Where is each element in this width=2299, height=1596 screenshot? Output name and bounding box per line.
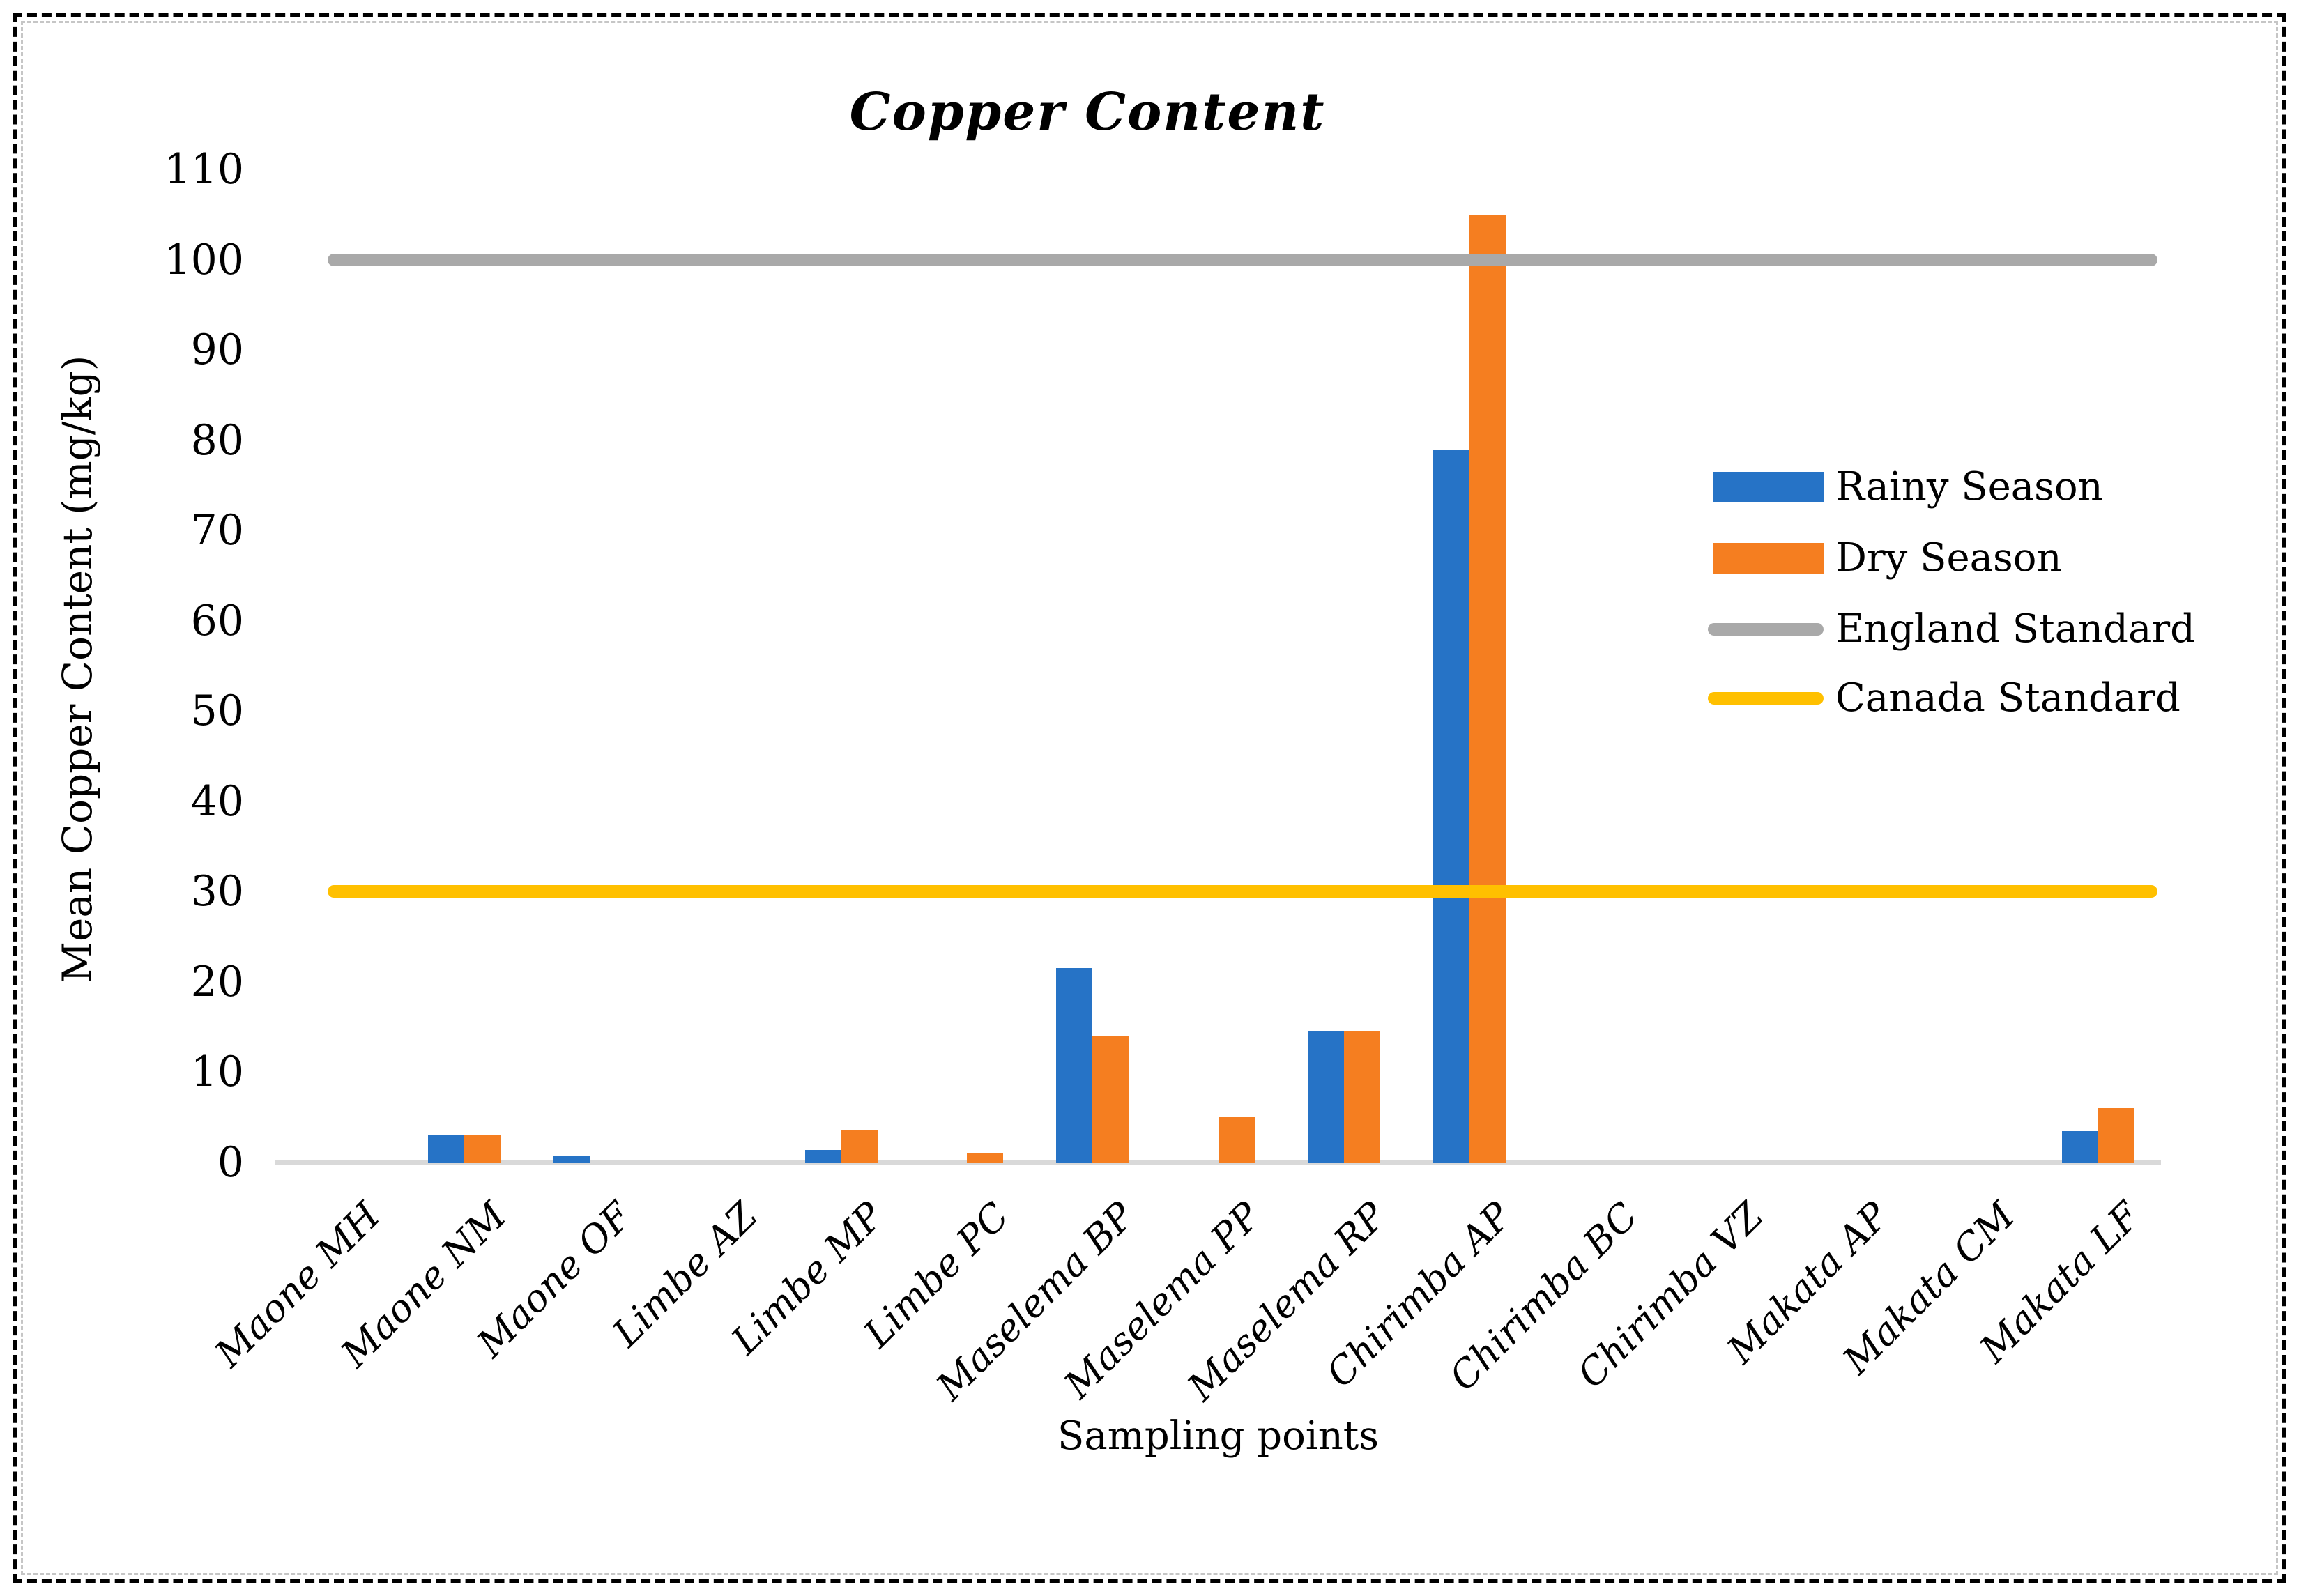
legend-label: England Standard bbox=[1835, 606, 2195, 652]
y-tick-label: 10 bbox=[190, 1048, 244, 1097]
legend-swatch-england-standard bbox=[1708, 623, 1824, 636]
y-tick-label: 110 bbox=[164, 145, 244, 194]
figure-inner-dashed-border bbox=[21, 21, 2278, 1575]
y-tick-label: 40 bbox=[190, 776, 244, 826]
y-tick-label: 100 bbox=[164, 235, 244, 284]
bar-dry-season bbox=[464, 1135, 501, 1163]
bar-rainy-season bbox=[553, 1156, 590, 1163]
x-axis-line bbox=[275, 1160, 2161, 1165]
bar-dry-season bbox=[1343, 1031, 1380, 1163]
y-tick-label: 80 bbox=[190, 415, 244, 465]
bar-dry-season bbox=[1469, 215, 1506, 1163]
legend-swatch-rainy-season bbox=[1713, 472, 1824, 502]
bar-rainy-season bbox=[804, 1150, 841, 1163]
legend-swatch-dry-season bbox=[1713, 543, 1824, 574]
y-tick-label: 70 bbox=[190, 506, 244, 555]
bar-rainy-season bbox=[1307, 1031, 1344, 1163]
y-tick-label: 90 bbox=[190, 325, 244, 375]
bar-rainy-season bbox=[1056, 968, 1093, 1163]
line-canada-standard bbox=[328, 885, 2157, 898]
bar-dry-season bbox=[841, 1130, 878, 1163]
x-axis-title: Sampling points bbox=[1057, 1413, 1379, 1459]
y-axis-title: Mean Copper Content (mg/kg) bbox=[54, 355, 101, 983]
legend-label: Canada Standard bbox=[1835, 675, 2180, 721]
y-tick-label: 30 bbox=[190, 867, 244, 916]
legend-swatch-canada-standard bbox=[1708, 692, 1824, 705]
y-tick-label: 60 bbox=[190, 596, 244, 645]
bar-rainy-season bbox=[427, 1135, 464, 1163]
bar-dry-season bbox=[1092, 1036, 1129, 1163]
legend-label: Dry Season bbox=[1835, 535, 2062, 581]
bar-rainy-season bbox=[2061, 1131, 2098, 1163]
y-tick-label: 0 bbox=[217, 1138, 244, 1187]
bar-dry-season bbox=[1218, 1117, 1255, 1163]
legend-label: Rainy Season bbox=[1835, 464, 2103, 509]
bar-dry-season bbox=[966, 1153, 1003, 1163]
y-tick-label: 20 bbox=[190, 957, 244, 1006]
bar-dry-season bbox=[2098, 1108, 2134, 1163]
chart-title: Copper Content bbox=[849, 82, 1326, 142]
line-england-standard bbox=[328, 253, 2157, 266]
y-tick-label: 50 bbox=[190, 686, 244, 736]
bar-rainy-season bbox=[1433, 450, 1470, 1163]
figure-dashed-border bbox=[13, 13, 2286, 1583]
